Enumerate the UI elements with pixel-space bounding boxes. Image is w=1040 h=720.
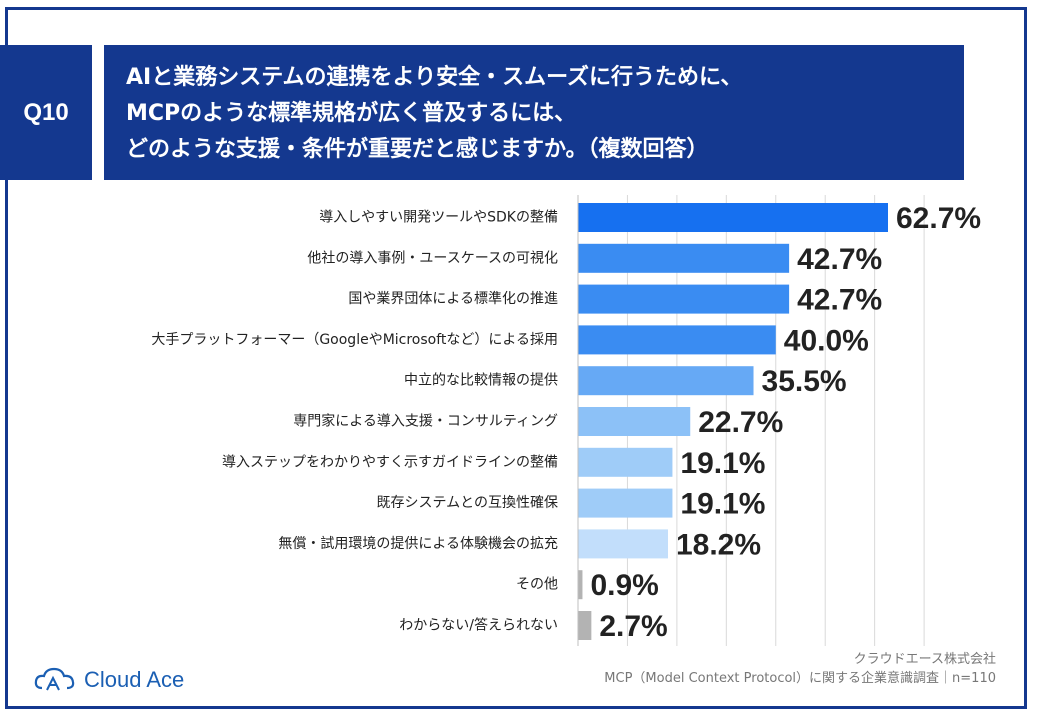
source-survey: MCP（Model Context Protocol）に関する企業意識調査｜n=… — [604, 671, 996, 686]
bar — [578, 529, 668, 559]
value-label: 35.5% — [762, 365, 847, 398]
bar — [578, 243, 790, 273]
category-label: 既存システムとの互換性確保 — [377, 495, 558, 511]
bar — [578, 284, 790, 314]
question-number-badge: Q10 — [0, 45, 92, 180]
bar — [578, 447, 673, 477]
category-label: 大手プラットフォーマー（GoogleやMicrosoftなど）による採用 — [151, 332, 558, 348]
value-label: 40.0% — [784, 324, 869, 357]
category-label: 無償・試用環境の提供による体験機会の拡充 — [278, 536, 558, 552]
logo-text: Cloud Ace — [84, 667, 185, 692]
cloud-icon — [34, 667, 75, 691]
category-label: 導入ステップをわかりやすく示すガイドラインの整備 — [222, 454, 558, 470]
bar — [578, 366, 754, 396]
value-label: 19.1% — [680, 447, 765, 480]
category-label: 導入しやすい開発ツールやSDKの整備 — [319, 210, 558, 226]
bar — [578, 611, 592, 640]
cloud-ace-logo: Cloud Ace — [34, 666, 184, 694]
value-label: 18.2% — [676, 528, 761, 561]
category-label: わからない/答えられない — [399, 617, 558, 634]
question-title: AIと業務システムの連携をより安全・スムーズに行うために、 MCPのような標準規… — [104, 45, 964, 180]
question-title-line-1: AIと業務システムの連携をより安全・スムーズに行うために、 — [126, 65, 743, 90]
category-label: 専門家による導入支援・コンサルティング — [293, 413, 558, 430]
question-number: Q10 — [23, 98, 69, 126]
value-label: 22.7% — [698, 406, 783, 439]
category-label: その他 — [516, 577, 558, 593]
bar — [578, 570, 583, 600]
value-label: 2.7% — [599, 610, 667, 643]
bar — [578, 488, 673, 518]
value-label: 0.9% — [590, 569, 658, 602]
chart-frame — [5, 7, 1027, 709]
question-title-line-2: MCPのような標準規格が広く普及するには、 — [126, 101, 577, 126]
category-label: 他社の導入事例・ユースケースの可視化 — [307, 250, 558, 266]
bar — [578, 325, 776, 355]
value-label: 42.7% — [797, 243, 882, 276]
value-label: 62.7% — [896, 202, 981, 235]
value-label: 42.7% — [797, 284, 882, 317]
question-title-line-3: どのような支援・条件が重要だと感じますか。（複数回答） — [126, 137, 709, 162]
category-label: 中立的な比較情報の提供 — [404, 373, 558, 389]
bar — [578, 203, 888, 232]
category-label: 国や業界団体による標準化の推進 — [348, 291, 558, 307]
source-company: クラウドエース株式会社 — [853, 652, 996, 667]
bar — [578, 407, 691, 436]
value-label: 19.1% — [680, 488, 765, 521]
